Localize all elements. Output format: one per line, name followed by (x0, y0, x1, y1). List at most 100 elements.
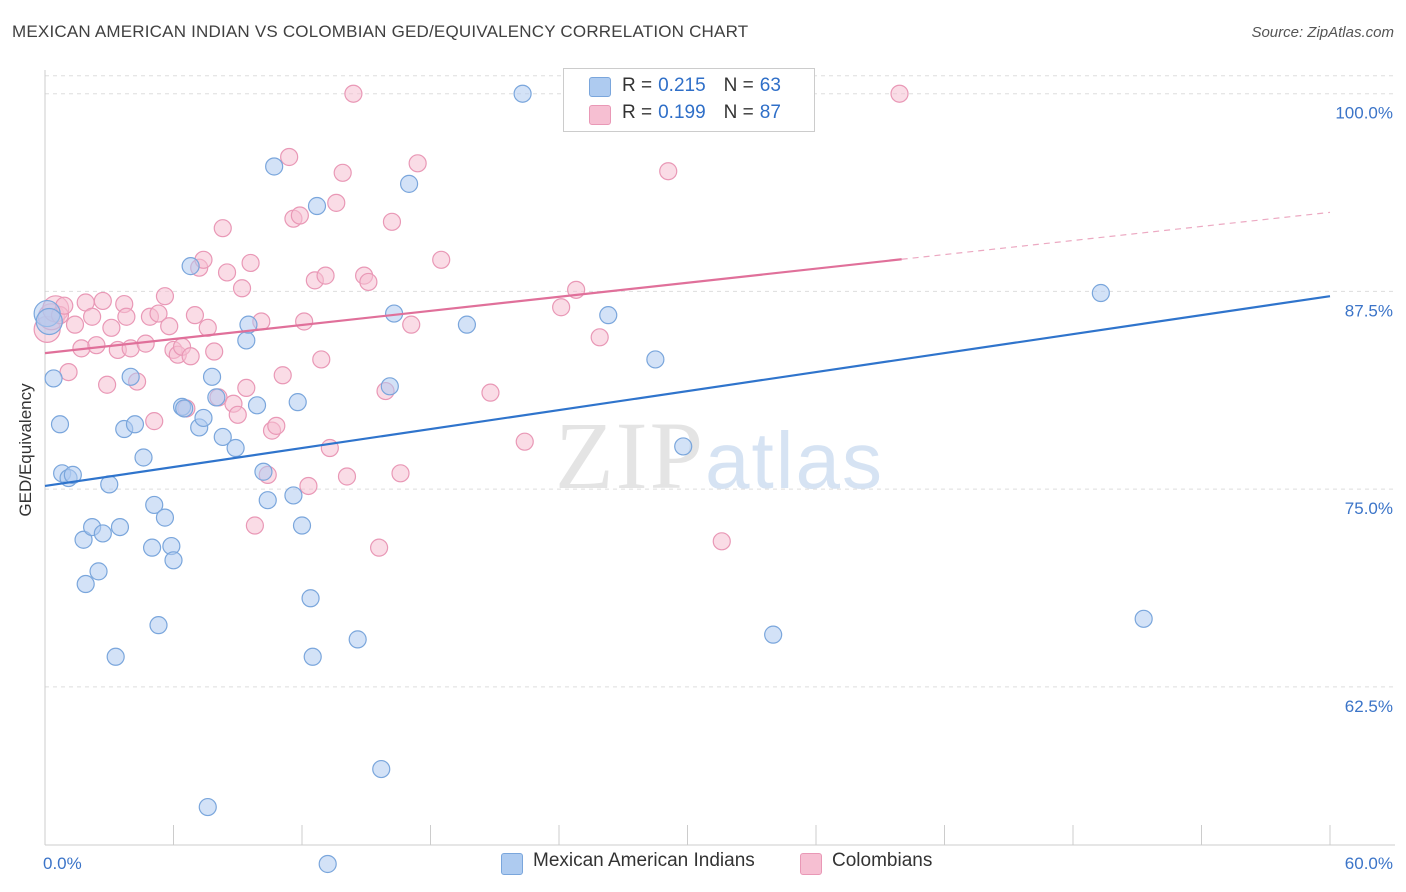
chart-title: MEXICAN AMERICAN INDIAN VS COLOMBIAN GED… (12, 22, 749, 41)
correlation-legend: R = 0.215 N = 63 R = 0.199 N = 87 (563, 68, 815, 132)
colombian-point (87, 336, 106, 355)
mexican-american-indian-point (89, 562, 108, 581)
colombian-point (432, 250, 451, 269)
colombian-point (145, 412, 164, 431)
mexican-american-indian-point (226, 438, 245, 458)
mexican-american-indian-point (145, 495, 164, 515)
colombian-point (217, 263, 237, 282)
colombian-point (481, 383, 500, 402)
mexican-american-indian-point (125, 415, 145, 434)
mexican-american-indian-point (380, 377, 399, 396)
mexican-american-indian-point (284, 486, 303, 505)
legend-n-value-2: 87 (759, 102, 781, 123)
mexican-american-indian-point (599, 306, 618, 325)
mexican-american-indian-point (181, 257, 200, 276)
y-tick-label: 100.0% (1335, 104, 1393, 123)
mexican-american-indian-point (318, 854, 337, 874)
mexican-american-indian-point (1134, 609, 1153, 628)
colombian-point (890, 84, 909, 103)
x-tick-label-min: 0.0% (43, 854, 82, 873)
mexican-american-indian-point (254, 462, 273, 481)
colombian-point (102, 318, 121, 337)
mexican-american-indian-point (110, 517, 130, 537)
mexican-american-indian-point (301, 589, 320, 608)
legend-row-series2: R = 0.199 N = 87 (622, 102, 781, 124)
colombian-trend-extension (901, 211, 1331, 260)
colombian-point (391, 464, 410, 483)
colombian-point (515, 432, 534, 451)
colombian-point (327, 193, 346, 212)
legend-n-value-1: 63 (759, 75, 781, 96)
mexican-american-indian-point (307, 196, 327, 216)
colombian-point (237, 378, 256, 398)
colombian-point (299, 476, 318, 496)
bottom-legend-swatch-blue (501, 853, 523, 875)
legend-n-label: N = (723, 75, 754, 96)
colombian-point (312, 350, 331, 369)
y-axis-label: GED/Equivalency (16, 383, 35, 517)
mexican-american-indian-point (258, 491, 277, 510)
colombian-point (117, 307, 136, 326)
colombian-trend-line (44, 258, 902, 355)
watermark-zip: ZIP (555, 402, 705, 509)
colombian-point (160, 317, 179, 336)
mexican-american-indian-point (93, 524, 112, 543)
colombian-point (370, 538, 389, 557)
colombian-point (359, 272, 378, 292)
colombian-point (295, 312, 314, 331)
mexican-american-indian-point (149, 616, 168, 635)
mexican-american-indian-point (674, 437, 693, 456)
colombian-point (273, 366, 292, 385)
mexican-american-indian-point (134, 448, 153, 467)
colombian-point (213, 219, 232, 238)
legend-row-series1: R = 0.215 N = 63 (622, 75, 781, 97)
legend-swatch-pink (589, 105, 611, 125)
mexican-american-indian-point (63, 465, 82, 484)
mexican-american-indian-point (213, 427, 232, 447)
watermark: ZIPatlas (555, 400, 884, 511)
mexican-american-indian-point (50, 415, 70, 434)
colombian-point (316, 266, 335, 285)
colombian-point (590, 328, 609, 347)
mexican-american-indian-point (164, 551, 183, 570)
bottom-legend-label-2: Colombians (832, 850, 933, 871)
mexican-american-indian-point (175, 399, 194, 418)
colombian-point (155, 287, 175, 306)
mexican-american-indian-point (288, 393, 307, 412)
colombian-point (205, 342, 224, 361)
y-tick-label: 75.0% (1345, 499, 1393, 518)
legend-n-label: N = (723, 102, 754, 123)
mexican-american-indian-point (348, 630, 367, 649)
mexican-american-indian-point (142, 538, 162, 557)
colombian-point (93, 291, 112, 311)
colombian-point (408, 154, 427, 173)
colombian-point (185, 306, 205, 325)
mexican-american-indian-point (44, 369, 63, 388)
mexican-american-indian-point (239, 315, 258, 334)
legend-r-label: R = (622, 102, 653, 123)
legend-swatch-blue (589, 77, 611, 97)
mexican-american-indian-point (372, 759, 391, 779)
mexican-american-indian-point (303, 647, 322, 666)
colombian-point (382, 212, 402, 231)
mexican-american-indian-point (202, 367, 222, 386)
mexican-american-indian-point (292, 516, 312, 535)
colombian-point (232, 279, 252, 298)
colombian-point (290, 206, 309, 225)
colombian-point (149, 304, 168, 323)
colombian-point (228, 405, 247, 424)
colombian-point (83, 307, 102, 326)
mexican-american-indian-point (457, 315, 477, 334)
colombian-point (402, 315, 421, 334)
mexican-american-indian-point (155, 508, 175, 527)
mexican-american-indian-point (513, 84, 532, 103)
colombian-point (344, 84, 363, 103)
legend-r-value-1: 0.215 (658, 75, 706, 96)
mexican-american-indian-point (764, 625, 783, 644)
mexican-american-indian-point (399, 174, 419, 193)
colombian-point (241, 253, 260, 273)
legend-r-value-2: 0.199 (658, 102, 706, 123)
mexican-american-indian-point (74, 530, 93, 549)
legend-r-label: R = (622, 75, 653, 96)
x-tick-label-max: 60.0% (1345, 854, 1393, 873)
